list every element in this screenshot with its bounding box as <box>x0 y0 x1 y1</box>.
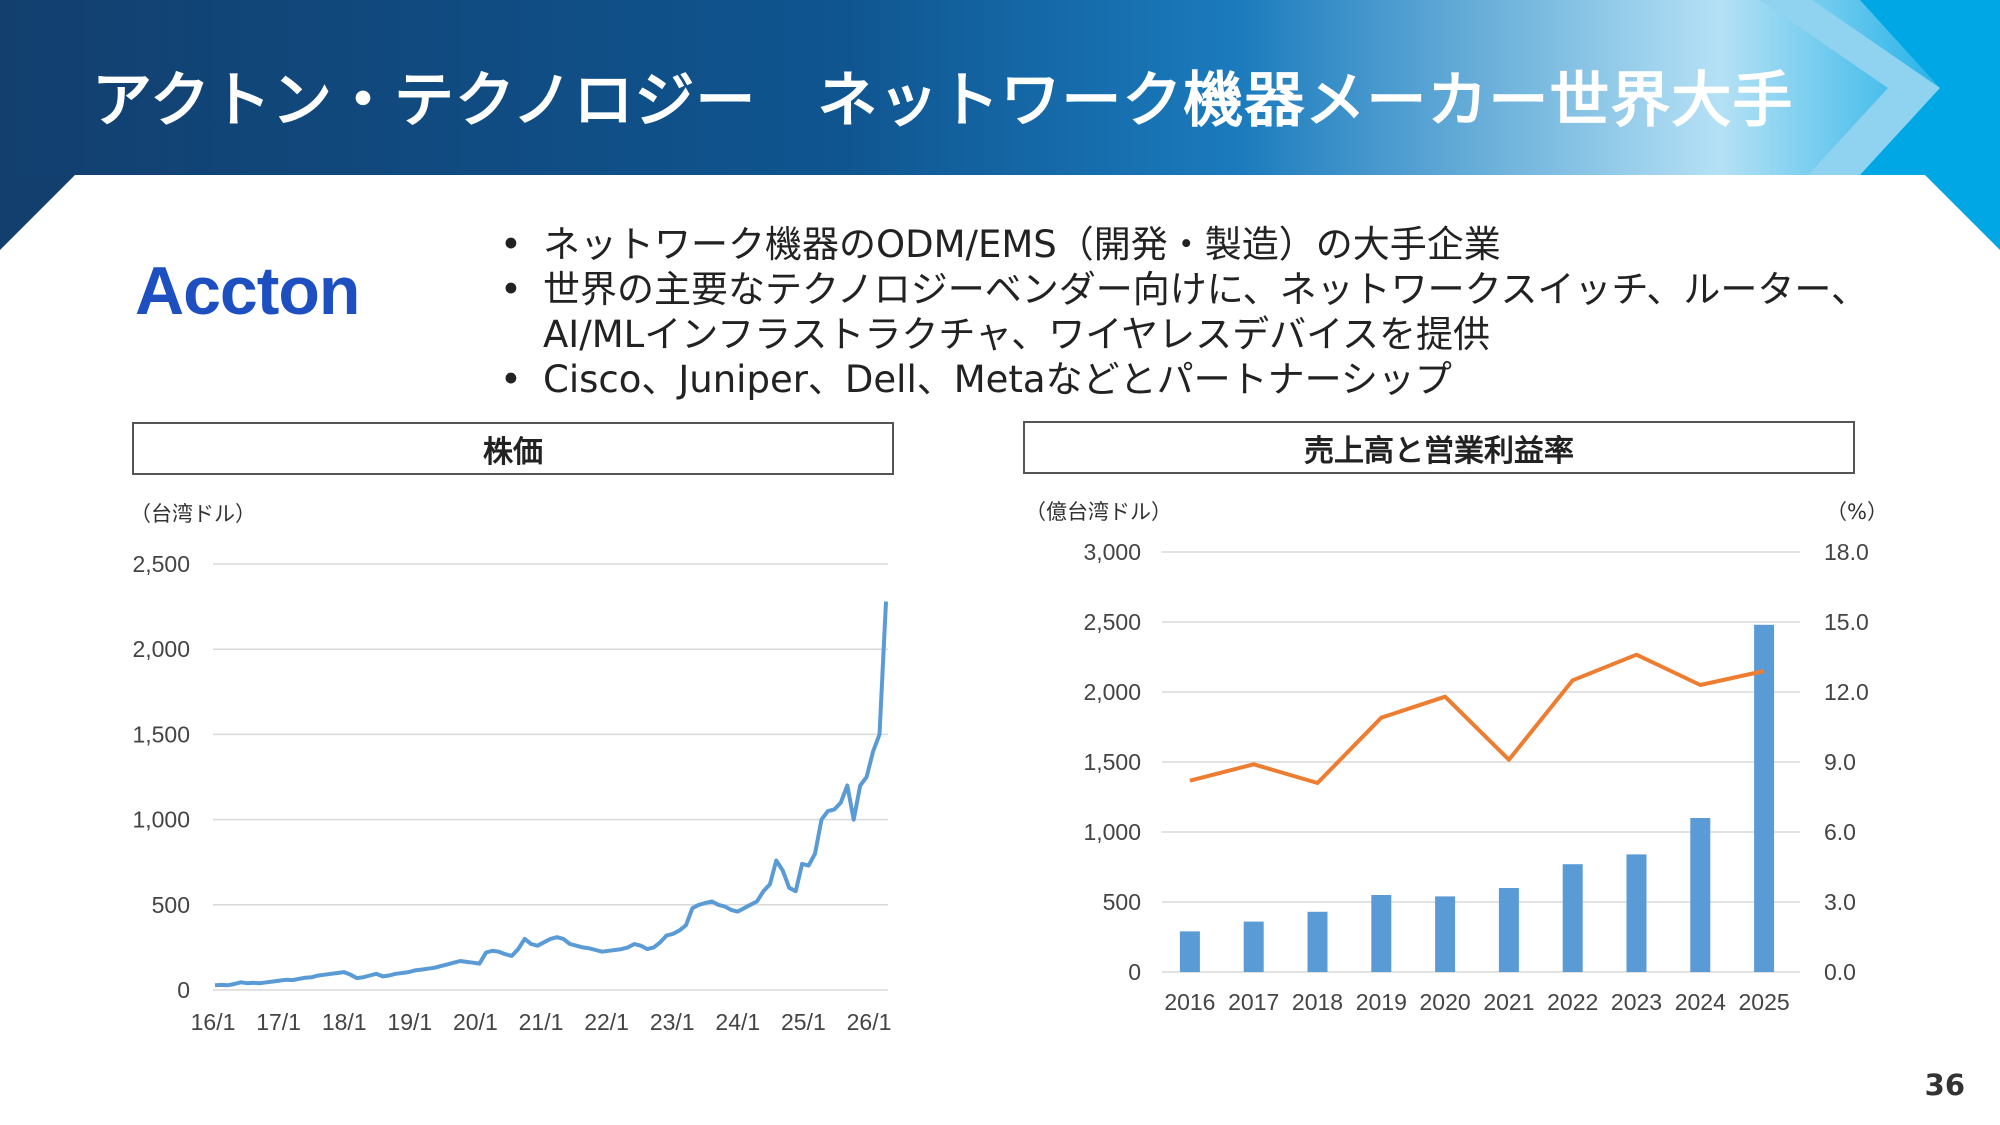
x-tick-label: 2020 <box>1420 989 1471 1015</box>
y-tick-label: 1,500 <box>132 721 190 747</box>
bullet-item: • 世界の主要なテクノロジーベンダー向けに、ネットワークスイッチ、ルーター、 <box>500 267 1868 312</box>
x-tick-label: 19/1 <box>387 1009 432 1035</box>
margin-unit-label: （%） <box>1826 500 1888 524</box>
y-tick-label: 3,000 <box>1083 539 1141 565</box>
x-tick-label: 26/1 <box>847 1009 892 1035</box>
y-tick-label: 500 <box>152 892 190 918</box>
x-tick-label: 2018 <box>1292 989 1343 1015</box>
page-title: アクトン・テクノロジー ネットワーク機器メーカー世界大手 <box>92 66 1794 136</box>
revenue-bar <box>1307 911 1328 972</box>
revenue-bar <box>1754 624 1775 972</box>
x-tick-label: 2019 <box>1356 989 1407 1015</box>
banner-right-chevron <box>1860 0 2000 250</box>
bullet-marker: • <box>500 223 522 266</box>
bullet-text: ネットワーク機器のODM/EMS（開発・製造）の大手企業 <box>543 223 1501 266</box>
accton-logo: Accton <box>135 253 360 329</box>
revenue-bar <box>1690 818 1711 972</box>
y-tick-label: 1,500 <box>1083 749 1141 775</box>
x-tick-label: 20/1 <box>453 1009 498 1035</box>
x-tick-label: 2021 <box>1483 989 1534 1015</box>
revenue-unit-label: （億台湾ドル） <box>1025 500 1172 524</box>
x-tick-label: 2024 <box>1675 989 1726 1015</box>
x-tick-label: 18/1 <box>322 1009 367 1035</box>
y-tick-label: 1,000 <box>1083 819 1141 845</box>
x-tick-label: 2017 <box>1228 989 1279 1015</box>
x-tick-label: 2023 <box>1611 989 1662 1015</box>
revenue-section-title: 売上高と営業利益率 <box>1023 421 1855 474</box>
y2-tick-label: 18.0 <box>1824 539 1869 565</box>
y-tick-label: 0 <box>1128 959 1141 985</box>
bullet-item: • ネットワーク機器のODM/EMS（開発・製造）の大手企業 <box>500 222 1868 267</box>
bullet-text: Cisco、Juniper、Dell、Metaなどとパートナーシップ <box>543 358 1452 401</box>
revenue-bar <box>1179 931 1200 972</box>
stock-price-section-title: 株価 <box>132 422 894 475</box>
x-tick-label: 16/1 <box>191 1009 236 1035</box>
x-tick-label: 2025 <box>1739 989 1790 1015</box>
y-tick-label: 500 <box>1103 889 1141 915</box>
banner-background <box>0 0 2000 175</box>
x-tick-label: 2022 <box>1547 989 1598 1015</box>
y2-tick-label: 9.0 <box>1824 749 1856 775</box>
y-tick-label: 2,500 <box>132 551 190 577</box>
y-tick-label: 1,000 <box>132 807 190 833</box>
y2-tick-label: 6.0 <box>1824 819 1856 845</box>
revenue-bar <box>1562 864 1583 972</box>
y-tick-label: 2,500 <box>1083 609 1141 635</box>
bullet-marker: • <box>500 358 522 401</box>
operating-margin-line <box>1189 652 1765 785</box>
page-number: 36 <box>1924 1068 1965 1102</box>
banner-left-corner <box>0 175 75 250</box>
stock-price-line <box>214 601 888 988</box>
bullet-text: AI/MLインフラストラクチャ、ワイヤレスデバイスを提供 <box>543 313 1491 356</box>
y-tick-label: 0 <box>177 977 190 1003</box>
description-bullets: • ネットワーク機器のODM/EMS（開発・製造）の大手企業 • 世界の主要なテクノ… <box>500 222 1868 402</box>
revenue-bar <box>1243 921 1264 972</box>
revenue-bar <box>1498 888 1519 972</box>
x-tick-label: 24/1 <box>715 1009 760 1035</box>
x-tick-label: 2016 <box>1164 989 1215 1015</box>
y-tick-label: 2,000 <box>132 636 190 662</box>
x-tick-label: 25/1 <box>781 1009 826 1035</box>
bullet-text: 世界の主要なテクノロジーベンダー向けに、ネットワークスイッチ、ルーター、 <box>543 268 1868 311</box>
y2-tick-label: 15.0 <box>1824 609 1869 635</box>
y2-tick-label: 3.0 <box>1824 889 1856 915</box>
y-tick-label: 2,000 <box>1083 679 1141 705</box>
bullet-item: • Cisco、Juniper、Dell、Metaなどとパートナーシップ <box>500 357 1868 402</box>
header-banner <box>0 0 2000 250</box>
x-tick-label: 23/1 <box>650 1009 695 1035</box>
y2-tick-label: 0.0 <box>1824 959 1856 985</box>
bullet-marker: • <box>500 268 522 311</box>
x-tick-label: 17/1 <box>256 1009 301 1035</box>
revenue-bar <box>1371 895 1392 972</box>
x-tick-label: 22/1 <box>584 1009 629 1035</box>
y2-tick-label: 12.0 <box>1824 679 1869 705</box>
x-tick-label: 21/1 <box>519 1009 564 1035</box>
revenue-bar <box>1435 896 1456 972</box>
bullet-item-continuation: AI/MLインフラストラクチャ、ワイヤレスデバイスを提供 <box>500 312 1868 357</box>
revenue-bar <box>1626 854 1647 972</box>
stock-price-unit-label: （台湾ドル） <box>130 502 256 526</box>
banner-right-chevron-light <box>1760 0 1940 175</box>
